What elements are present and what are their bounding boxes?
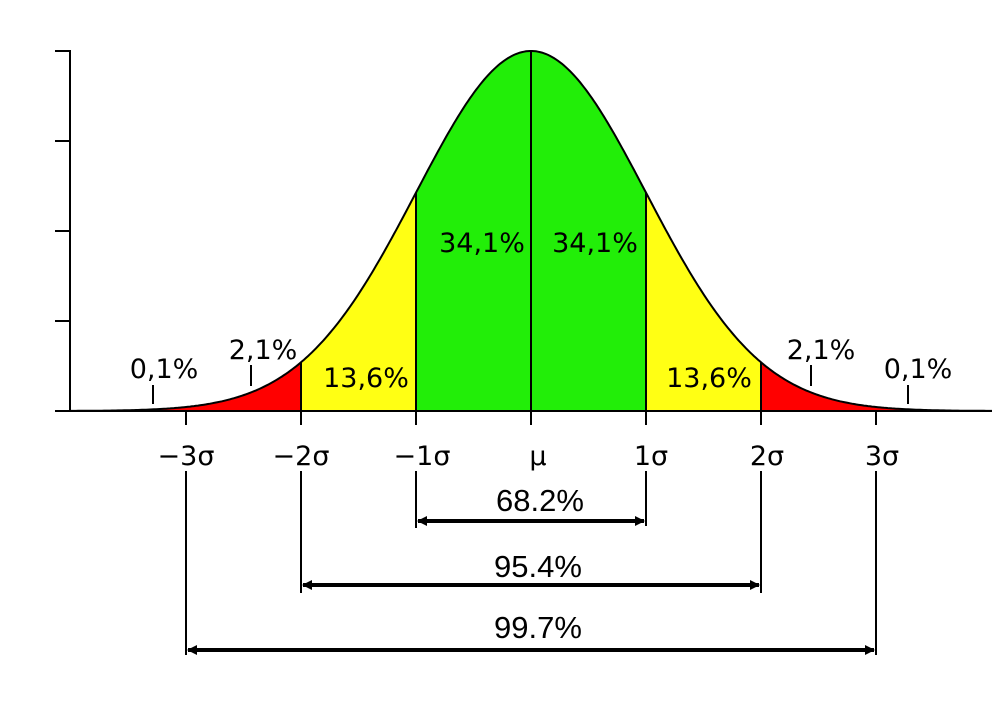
range-arrows (187, 516, 875, 655)
label-right-yellow: 13,6% (666, 363, 752, 394)
tick-label-plus-3-sigma: 3σ (865, 441, 899, 472)
label-left-tail: 0,1% (130, 354, 199, 385)
range-labels: 68.2% 95.4% 99.7% (494, 483, 584, 645)
region-left-green (416, 51, 531, 411)
range-brackets (185, 471, 877, 655)
tick-label-minus-2-sigma: −2σ (273, 441, 330, 472)
axes (55, 50, 992, 425)
bell-curve (70, 50, 992, 412)
tick-label-plus-1-sigma: 1σ (634, 441, 668, 472)
range-label-68: 68.2% (496, 483, 584, 518)
tick-label-minus-1-sigma: −1σ (394, 441, 451, 472)
label-left-green: 34,1% (439, 228, 525, 259)
label-right-tail: 0,1% (884, 354, 953, 385)
range-label-95: 95.4% (494, 549, 582, 584)
tick-label-mu: μ (529, 441, 546, 472)
label-left-yellow: 13,6% (323, 363, 409, 394)
x-tick-labels: −3σ −2σ −1σ μ 1σ 2σ 3σ (158, 441, 900, 472)
region-fills (70, 51, 992, 411)
region-right-green (531, 51, 646, 411)
range-label-99: 99.7% (494, 610, 582, 645)
label-left-red: 2,1% (229, 335, 298, 366)
region-labels: 0,1% 2,1% 13,6% 34,1% 34,1% 13,6% 2,1% 0… (130, 228, 953, 394)
tick-label-minus-3-sigma: −3σ (158, 441, 215, 472)
sigma-dividers (300, 51, 762, 411)
label-right-green: 34,1% (552, 228, 638, 259)
label-right-red: 2,1% (787, 335, 856, 366)
tick-label-plus-2-sigma: 2σ (750, 441, 784, 472)
